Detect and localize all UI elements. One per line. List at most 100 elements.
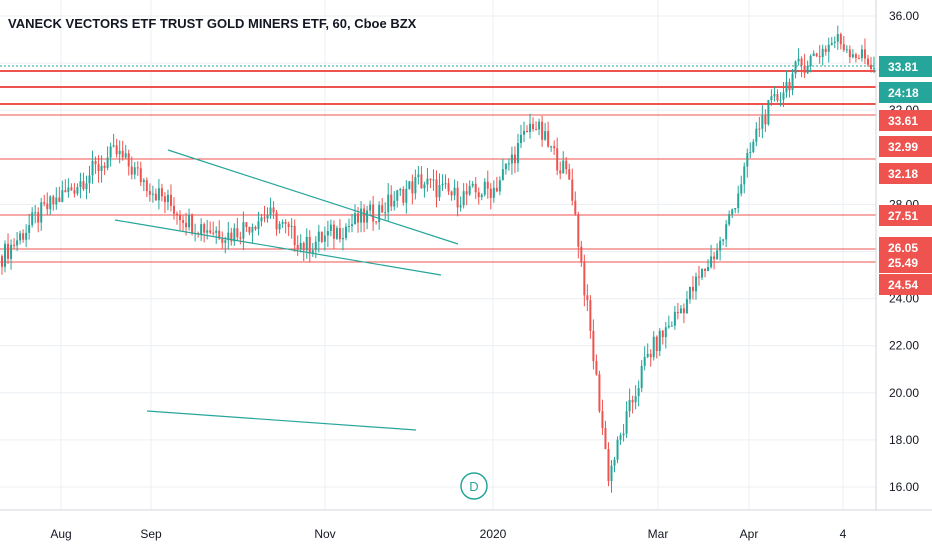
candle-body	[583, 262, 586, 296]
candle-body	[640, 365, 643, 389]
candle-body	[70, 187, 73, 191]
candle-body	[625, 411, 628, 434]
candle-body	[538, 121, 541, 130]
candle-body	[248, 227, 251, 233]
candle-body	[224, 240, 227, 243]
candle-body	[857, 57, 860, 59]
candle-body	[157, 188, 160, 201]
candle-body	[544, 131, 547, 140]
x-tick-label: 2020	[480, 527, 507, 541]
candle-body	[622, 433, 625, 436]
candle-body	[432, 179, 435, 181]
candle-body	[688, 286, 691, 300]
candle-body	[670, 325, 673, 327]
candle-body	[734, 208, 737, 210]
candle-body	[372, 204, 375, 222]
x-tick-label: Mar	[648, 527, 669, 541]
candle-body	[136, 167, 139, 169]
candle-body	[40, 202, 43, 223]
candle-body	[206, 230, 209, 233]
candle-body	[758, 128, 761, 130]
candle-body	[347, 225, 350, 227]
candle-body	[94, 161, 97, 165]
trendlines	[114, 149, 459, 431]
dividend-marker[interactable]: D	[460, 472, 488, 500]
candle-body	[296, 245, 299, 250]
candle-body	[598, 374, 601, 412]
candle-body	[332, 224, 335, 239]
y-tick-label: 36.00	[889, 9, 919, 23]
candle-body	[203, 224, 206, 233]
candle-body	[794, 61, 797, 74]
candle-body	[655, 336, 658, 352]
candle-body	[468, 185, 471, 195]
candle-body	[522, 130, 525, 135]
candle-body	[866, 58, 869, 65]
candle-body	[13, 244, 16, 246]
candle-body	[399, 189, 402, 191]
candle-body	[163, 196, 166, 203]
candle-body	[420, 174, 423, 189]
candle-body	[169, 194, 172, 206]
candle-body	[67, 187, 70, 193]
candle-body	[257, 221, 260, 230]
candle-body	[815, 53, 818, 57]
candle-body	[806, 65, 809, 74]
candle-body	[842, 44, 845, 51]
candle-body	[133, 167, 136, 175]
candle-body	[526, 130, 529, 133]
candle-body	[873, 68, 875, 70]
candle-body	[124, 153, 127, 158]
candle-body	[529, 123, 532, 133]
candle-body	[728, 214, 731, 225]
price-label: 26.05	[888, 241, 918, 255]
candle-body	[227, 232, 230, 241]
candle-body	[363, 208, 366, 223]
candle-body	[691, 286, 694, 292]
candle-body	[510, 154, 513, 164]
candle-body	[251, 226, 254, 233]
candle-body	[658, 330, 661, 352]
candle-body	[387, 194, 390, 213]
candle-body	[776, 94, 779, 101]
candle-body	[782, 92, 785, 100]
y-tick-label: 22.00	[889, 339, 919, 353]
candle-body	[354, 213, 357, 225]
candle-body	[142, 180, 145, 183]
x-tick-label: 4	[840, 527, 847, 541]
candle-body	[854, 54, 857, 58]
candle-body	[109, 146, 112, 158]
candle-body	[498, 180, 501, 192]
candle-body	[752, 141, 755, 153]
candle-body	[797, 58, 800, 62]
x-tick-label: Aug	[50, 527, 71, 541]
candle-body	[438, 185, 441, 198]
candle-body	[263, 217, 266, 219]
candle-body	[731, 209, 734, 215]
candle-body	[492, 187, 495, 198]
trendline	[167, 149, 459, 245]
candle-body	[293, 225, 296, 246]
candle-body	[148, 191, 151, 195]
candle-body	[429, 178, 432, 181]
candle-body	[701, 268, 704, 278]
candle-body	[76, 187, 79, 194]
candle-body	[480, 194, 483, 198]
candle-body	[375, 221, 378, 223]
candle-body	[851, 54, 854, 58]
candle-body	[827, 44, 830, 52]
candle-body	[369, 204, 372, 211]
candle-body	[685, 299, 688, 314]
candle-body	[405, 188, 408, 203]
candle-body	[151, 193, 154, 195]
candle-body	[302, 243, 305, 251]
candle-body	[652, 336, 655, 358]
candle-body	[423, 184, 426, 189]
x-tick-label: Apr	[740, 527, 759, 541]
candle-body	[287, 223, 290, 227]
candle-body	[233, 228, 236, 242]
candle-body	[305, 236, 308, 251]
price-label: 24.54	[888, 278, 918, 292]
candle-body	[824, 48, 827, 52]
